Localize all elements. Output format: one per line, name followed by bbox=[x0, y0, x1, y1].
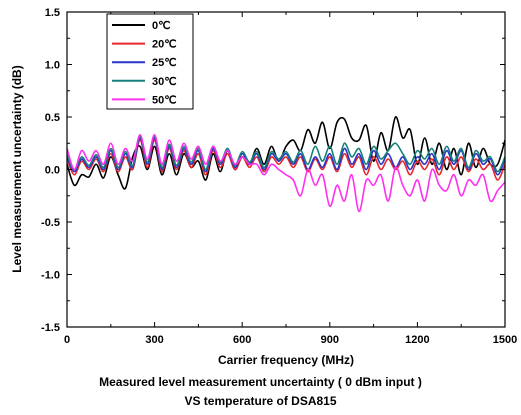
x-tick-label: 1200 bbox=[405, 334, 429, 346]
series-layer bbox=[66, 116, 506, 213]
y-tick-label: -1.5 bbox=[41, 322, 60, 334]
x-tick-label: 900 bbox=[321, 334, 339, 346]
legend-label: 20℃ bbox=[152, 39, 177, 51]
y-tick-label: -1.0 bbox=[41, 270, 60, 282]
x-tick-label: 300 bbox=[145, 334, 163, 346]
y-tick-label: 0.0 bbox=[45, 165, 60, 177]
series-line-1 bbox=[66, 139, 506, 181]
x-axis-title: Carrier frequency (MHz) bbox=[218, 353, 354, 367]
series-line-4 bbox=[66, 134, 506, 213]
x-tick-label: 600 bbox=[233, 334, 251, 346]
x-tick-label: 1500 bbox=[493, 334, 517, 346]
series-line-0 bbox=[66, 116, 506, 190]
y-tick-label: 0.5 bbox=[45, 112, 60, 124]
y-tick-label: 1.5 bbox=[45, 7, 60, 19]
y-tick-label: -0.5 bbox=[41, 217, 60, 229]
y-tick-label: 1.0 bbox=[45, 60, 60, 72]
series-line-3 bbox=[66, 135, 506, 173]
ticks-layer: 0 300 600 900 1200 1500 -1.5 -1.0 -0.5 0.0 0.5 1.0 1… bbox=[41, 7, 517, 346]
caption-line-1: Measured level measurement uncertainty (… bbox=[99, 375, 422, 389]
legend-label: 30℃ bbox=[152, 76, 177, 88]
legend: 0℃ 20℃ 25℃ 30℃ 50℃ bbox=[106, 13, 194, 110]
series-line-2 bbox=[66, 137, 506, 176]
legend-label: 25℃ bbox=[152, 57, 177, 69]
x-tick-label: 0 bbox=[64, 334, 70, 346]
caption-line-2: VS temperature of DSA815 bbox=[184, 394, 337, 408]
y-axis-title: Level measurement uncertainty (dB) bbox=[10, 65, 24, 272]
legend-label: 0℃ bbox=[152, 20, 170, 32]
legend-label: 50℃ bbox=[152, 94, 177, 106]
